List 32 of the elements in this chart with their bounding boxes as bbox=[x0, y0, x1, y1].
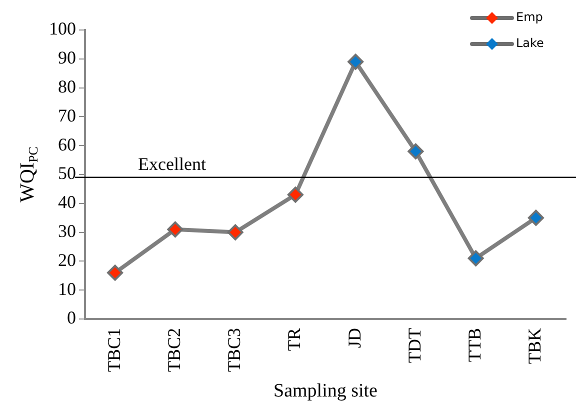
x-tick-label: TBK bbox=[524, 328, 545, 364]
point bbox=[227, 224, 244, 240]
point bbox=[348, 54, 364, 70]
y-tick-label: 60 bbox=[58, 134, 76, 154]
x-tick-label: TDT bbox=[404, 328, 424, 363]
y-tick-label: 80 bbox=[58, 76, 76, 97]
point bbox=[468, 250, 484, 266]
x-tick-label: TR bbox=[284, 328, 304, 352]
y-tick-label: 0 bbox=[67, 308, 76, 328]
y-tick-label: 100 bbox=[49, 18, 76, 39]
x-tick-label: TBC1 bbox=[104, 328, 124, 372]
x-axis-title: Sampling site bbox=[274, 380, 378, 402]
y-tick-label: 30 bbox=[58, 221, 76, 242]
ref-line-label: Excellent bbox=[138, 154, 206, 174]
x-tick-label: JD bbox=[344, 328, 364, 348]
y-tick-label: 20 bbox=[58, 250, 76, 270]
point bbox=[107, 264, 124, 281]
y-tick-label: 50 bbox=[58, 163, 76, 184]
y-tick-label: 10 bbox=[58, 278, 76, 299]
legend-label: Lake bbox=[516, 36, 544, 50]
x-tick-label: TBC2 bbox=[164, 328, 184, 372]
point bbox=[167, 221, 184, 238]
point bbox=[528, 210, 544, 226]
x-tick-label: TBC3 bbox=[224, 328, 244, 372]
point bbox=[287, 186, 304, 203]
y-axis-title: WQIPC bbox=[16, 146, 40, 202]
legend-label: Emp bbox=[516, 10, 543, 24]
y-tick-label: 90 bbox=[58, 48, 76, 68]
point bbox=[408, 143, 424, 160]
x-tick-label: TTB bbox=[464, 328, 485, 362]
y-tick-label: 70 bbox=[58, 105, 76, 126]
y-tick-label: 40 bbox=[58, 192, 76, 212]
